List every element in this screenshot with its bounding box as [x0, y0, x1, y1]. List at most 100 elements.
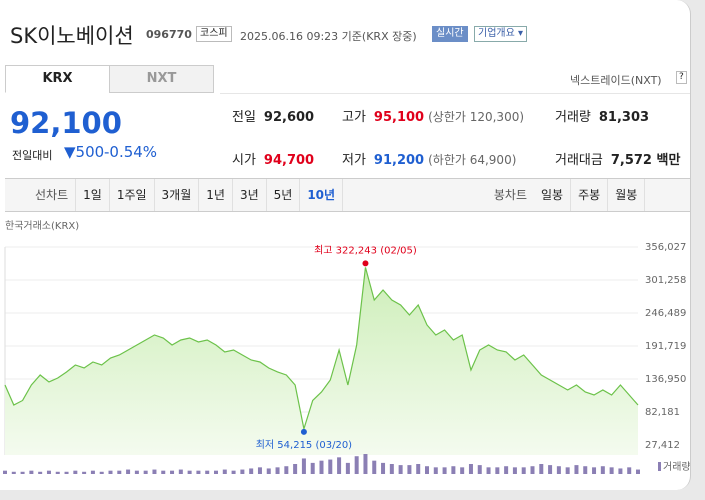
- volume-bar: [38, 471, 43, 474]
- volume-bar: [583, 466, 588, 474]
- volume-bar: [293, 464, 298, 474]
- help-icon[interactable]: ?: [676, 71, 687, 84]
- volume-bar: [161, 470, 166, 474]
- volume-bar: [600, 466, 605, 474]
- volume-bar: [627, 467, 632, 474]
- volume-bar: [319, 460, 324, 474]
- volume-bar: [143, 470, 148, 474]
- volume-bar: [3, 470, 7, 474]
- chart: 한국거래소(KRX) 356,027 301,258 246,489 191,719 1…: [3, 220, 690, 474]
- y-tick-label: 356,027: [645, 242, 686, 253]
- stat: 고가 95,100 (상한가 120,300): [342, 106, 524, 125]
- volume-bar: [29, 470, 34, 474]
- stat-value: 94,700: [263, 153, 315, 168]
- period-button[interactable]: 1주일: [110, 179, 155, 211]
- y-tick-label: 246,489: [645, 308, 686, 319]
- area-fill: [5, 267, 638, 455]
- max-dot: [362, 260, 369, 267]
- volume-bar: [442, 467, 447, 474]
- volume-bar: [345, 462, 350, 474]
- period-bar: 선차트 1일 1주일 3개월 1년 3년 5년 10년 봉차트 일봉 주봉 월봉: [5, 178, 690, 212]
- divider: [220, 93, 690, 94]
- period-button[interactable]: 1일: [76, 179, 110, 211]
- current-price: 92,100: [10, 106, 122, 140]
- volume-bar: [433, 467, 438, 474]
- volume-bar: [477, 465, 482, 474]
- volume-bar: [108, 470, 113, 474]
- candle-periods: 일봉 주봉 월봉: [534, 179, 646, 211]
- min-dot: [300, 428, 307, 435]
- volume-bar: [205, 470, 210, 474]
- period-button[interactable]: 3개월: [155, 179, 200, 211]
- period-button[interactable]: 1년: [199, 179, 233, 211]
- stat-value: 92,600: [263, 110, 315, 125]
- tab[interactable]: KRX: [5, 65, 110, 93]
- period-button[interactable]: 5년: [267, 179, 301, 211]
- y-tick-label: 136,950: [645, 374, 686, 385]
- volume-bar: [372, 460, 377, 474]
- y-tick-label: 82,181: [645, 407, 680, 418]
- volume-bar: [574, 465, 579, 474]
- volume-bar: [363, 454, 368, 474]
- volume-bar: [521, 467, 526, 474]
- volume-bar: [636, 469, 640, 474]
- nxt-link[interactable]: 넥스트레이드(NXT): [570, 74, 662, 87]
- volume-bar: [451, 466, 456, 474]
- volume-bar: [407, 465, 412, 474]
- volume-bar: [530, 466, 535, 474]
- tab[interactable]: NXT: [109, 65, 214, 93]
- volume-bar: [381, 462, 386, 474]
- y-tick-label: 191,719: [645, 341, 686, 352]
- stat: 거래대금 7,572 백만: [555, 149, 680, 168]
- volume-bar: [548, 465, 553, 474]
- stat-value: 81,303: [598, 110, 650, 125]
- stat-value: 7,572 백만: [610, 153, 681, 168]
- volume-bar: [214, 470, 218, 474]
- volume-bar: [152, 469, 157, 474]
- volume-bar: [618, 468, 623, 474]
- stock-name: SK이노베이션: [10, 24, 134, 48]
- volume-bar: [337, 457, 342, 474]
- volume-bar: [117, 470, 122, 474]
- company-button[interactable]: 기업개요 ▾: [474, 26, 527, 42]
- volume-bar: [504, 466, 509, 474]
- volume-bar: [249, 468, 254, 474]
- stat-value: 95,100: [373, 110, 425, 125]
- volume-bar: [512, 467, 517, 474]
- volume-legend: 거래량: [663, 461, 690, 473]
- chart-source: 한국거래소(KRX): [5, 220, 79, 232]
- period-button[interactable]: 주봉: [571, 179, 609, 211]
- y-tick-label: 27,412: [645, 440, 680, 451]
- volume-bar: [460, 467, 465, 474]
- stat-label: 고가: [342, 110, 366, 125]
- period-button[interactable]: 월봉: [608, 179, 646, 211]
- volume-bar: [592, 467, 597, 474]
- realtime-badge: 실시간: [432, 26, 468, 42]
- stat-note: (상한가 120,300): [428, 110, 525, 124]
- stat-label: 저가: [342, 153, 366, 168]
- volume-bar: [46, 470, 51, 474]
- period-button[interactable]: 10년: [300, 179, 344, 211]
- volume-bar: [134, 470, 139, 474]
- volume-bar: [99, 471, 104, 474]
- volume-bar: [310, 462, 315, 474]
- volume-bar: [231, 470, 236, 474]
- stat-value: 91,200: [373, 153, 425, 168]
- volume-bar: [90, 470, 95, 474]
- stat: 저가 91,200 (하한가 64,900): [342, 149, 516, 168]
- volume-bar: [539, 464, 544, 474]
- volume-bar: [178, 469, 183, 474]
- change: ▼500: [64, 143, 105, 161]
- volume-bar: [11, 471, 16, 474]
- period-button[interactable]: 일봉: [534, 179, 572, 211]
- volume-bar: [126, 469, 131, 474]
- volume-bar: [55, 471, 60, 474]
- max-label: 최고 322,243 (02/05): [314, 244, 417, 256]
- y-tick-label: 301,258: [645, 275, 686, 286]
- volume-bar: [354, 456, 359, 474]
- volume-bar: [468, 464, 473, 474]
- volume-bar: [284, 466, 289, 474]
- volume-bar: [328, 459, 333, 474]
- period-button[interactable]: 3년: [233, 179, 267, 211]
